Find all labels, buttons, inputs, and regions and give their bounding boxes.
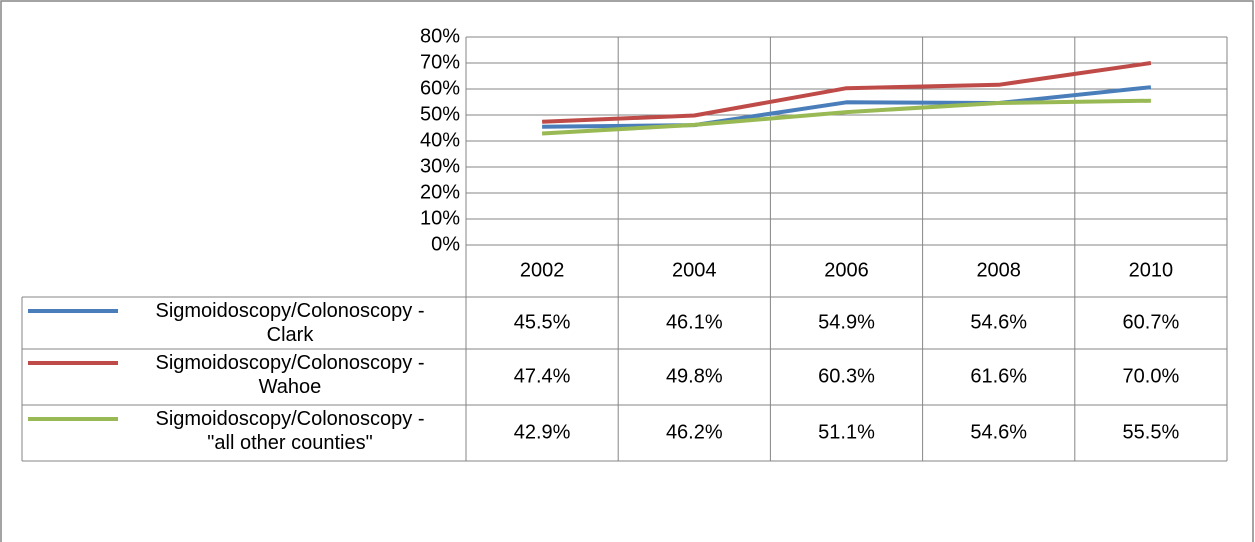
y-tick-label: 40%	[420, 129, 460, 151]
table-value: 47.4%	[514, 365, 571, 387]
table-value: 51.1%	[818, 421, 875, 443]
category-label: 2008	[976, 259, 1021, 281]
table-value: 60.3%	[818, 365, 875, 387]
category-label: 2010	[1129, 259, 1174, 281]
y-tick-label: 0%	[431, 233, 460, 255]
legend-label: Sigmoidoscopy/Colonoscopy - Wahoe	[155, 352, 425, 398]
y-tick-label: 70%	[420, 51, 460, 73]
table-value: 54.9%	[818, 311, 875, 333]
y-tick-label: 60%	[420, 77, 460, 99]
category-label: 2002	[520, 259, 565, 281]
table-value: 46.1%	[666, 311, 723, 333]
table-value: 54.6%	[970, 421, 1027, 443]
series-line	[542, 61, 1152, 124]
table-value: 45.5%	[514, 311, 571, 333]
table-value: 54.6%	[970, 311, 1027, 333]
y-tick-label: 30%	[420, 155, 460, 177]
y-tick-label: 50%	[420, 103, 460, 125]
table-value: 70.0%	[1123, 365, 1180, 387]
table-value: 55.5%	[1123, 421, 1180, 443]
category-label: 2006	[824, 259, 869, 281]
legend-label: Sigmoidoscopy/Colonoscopy - "all other c…	[155, 408, 425, 454]
table-value: 46.2%	[666, 421, 723, 443]
table-value: 49.8%	[666, 365, 723, 387]
category-label: 2004	[672, 259, 717, 281]
table-value: 61.6%	[970, 365, 1027, 387]
series-line	[541, 98, 1151, 136]
table-value: 42.9%	[514, 421, 571, 443]
table-value: 60.7%	[1123, 311, 1180, 333]
y-tick-label: 80%	[420, 25, 460, 47]
y-tick-label: 20%	[420, 181, 460, 203]
legend-label: Sigmoidoscopy/Colonoscopy - Clark	[155, 300, 425, 346]
series-line	[542, 85, 1152, 129]
y-tick-label: 10%	[420, 207, 460, 229]
